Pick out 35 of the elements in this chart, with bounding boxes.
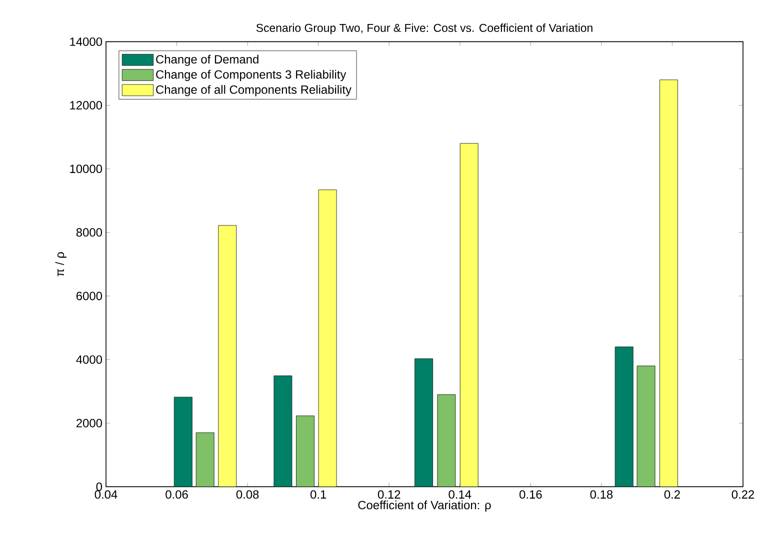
- x-tick-label: 0.08: [236, 490, 259, 499]
- x-axis-title: Coefficient of Variation: ρ: [358, 500, 491, 512]
- x-tick-label: 0.16: [520, 490, 542, 499]
- legend-label: Change of all Components Reliability: [156, 85, 352, 96]
- chart-title: Scenario Group Two, Four & Five: Cost vs. Coefficient of Variation: [256, 24, 592, 34]
- y-tick-label: 6000: [76, 292, 102, 300]
- bar: [196, 432, 214, 487]
- x-tick-label: 0.04: [94, 490, 118, 499]
- x-tick-label: 0.12: [378, 490, 400, 499]
- legend-label: Change of Demand: [156, 54, 258, 66]
- x-tick-label: 0.1: [310, 490, 326, 499]
- bar: [318, 190, 337, 487]
- y-tick-label: 14000: [70, 37, 102, 46]
- bar: [636, 366, 656, 487]
- x-tick-label: 0.18: [590, 490, 613, 499]
- y-axis-title: π / ρ: [55, 252, 66, 276]
- bar: [218, 225, 237, 487]
- y-tick-label: 4000: [76, 355, 102, 364]
- x-tick-label: 0.22: [732, 490, 754, 499]
- x-tick-label: 0.14: [448, 490, 472, 499]
- y-tick-label: 2000: [76, 418, 102, 428]
- bar: [274, 376, 292, 487]
- y-tick-label: 12000: [70, 101, 102, 110]
- y-tick-label: 0: [96, 482, 102, 491]
- y-tick-label: 8000: [76, 228, 102, 237]
- x-tick-label: 0.2: [664, 490, 680, 499]
- y-tick-label: 10000: [70, 164, 102, 174]
- bar: [174, 396, 192, 487]
- bar: [414, 358, 433, 487]
- x-tick-label: 0.06: [166, 490, 188, 499]
- bar: [296, 416, 314, 487]
- bar: [614, 346, 634, 487]
- bar: [437, 394, 456, 487]
- legend-label: Change of Components 3 Reliability: [156, 70, 346, 82]
- bar: [659, 80, 678, 487]
